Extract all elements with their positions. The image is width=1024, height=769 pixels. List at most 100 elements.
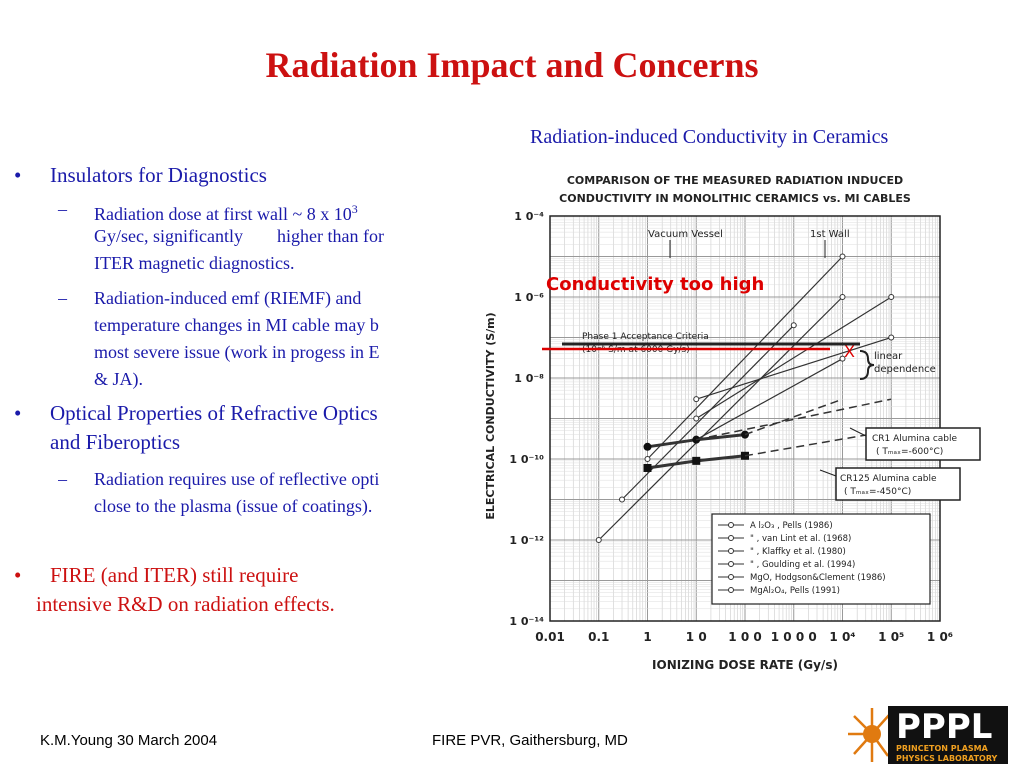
annotation-first-wall: 1st Wall [810,229,850,240]
series-point [619,496,626,503]
annotation-vacuum-vessel: Vacuum Vessel [648,229,723,240]
chart-svg: COMPARISON OF THE MEASURED RADIATION IND… [484,174,981,672]
linear-brace [859,350,875,380]
extrapolation-line [696,398,892,441]
series-point [644,456,651,462]
footer-author-date: K.M.Young 30 March 2004 [40,732,218,749]
text-line: FIRE (and ITER) still require [50,563,299,587]
x-tick-label: 1 0⁴ [829,630,855,644]
series-line [647,256,843,460]
legend-marker [728,522,734,528]
annotation-criteria-line1: Phase 1 Acceptance Criteria [582,332,709,342]
legend-entry: MgAl₂O₄, Pells (1991) [750,586,840,596]
x-axis-label: IONIZING DOSE RATE (Gy/s) [652,658,838,672]
slide-title: Radiation Impact and Concerns [265,45,759,85]
series-point [790,322,797,329]
chart-annotations: Vacuum Vessel 1st Wall Phase 1 Acceptanc… [562,229,981,501]
text-line: temperature changes in MI cable may b [94,315,379,335]
annotation-cr1-line1: CR1 Alumina cable [872,434,958,444]
text-line: Optical Properties of Refractive Optics [50,401,378,425]
chart-title-line1: COMPARISON OF THE MEASURED RADIATION IND… [567,174,903,187]
bullet-dot: • [14,563,22,587]
y-axis-label: ELECTRICAL CONDUCTIVITY (S/m) [484,312,497,519]
series-point [643,442,652,451]
series-line [598,296,843,541]
legend-marker [728,587,734,593]
logo-line1: PRINCETON PLASMA [896,744,989,753]
series-point [888,294,895,300]
dash: – [58,199,67,219]
text-line: close to the plasma (issue of coatings). [94,496,373,516]
bullet-fire: • FIRE (and ITER) still require intensiv… [14,563,464,617]
series-point [692,456,701,465]
plot-frame [549,215,941,622]
bullet-insulators: • Insulators for Diagnostics [14,163,267,188]
figure-caption: Radiation-induced Conductivity in Cerami… [530,126,889,148]
sub-bullet-riemf: – Radiation-induced emf (RIEMF) and temp… [58,285,458,393]
text-line: most severe issue (work in progess in E [94,342,380,362]
series-point [839,253,846,260]
extrapolation-line [744,398,843,436]
cr1-pointer [849,427,867,437]
text-line: Radiation-induced emf (RIEMF) and [94,288,362,308]
cr125-pointer [819,469,837,477]
x-tick-label: 1 0⁶ [927,630,953,644]
legend-marker [728,535,734,541]
legend-entry: " , van Lint et al. (1968) [750,534,851,544]
series-line [695,296,892,420]
y-tick-label: 1 0⁻⁴ [514,210,544,223]
series-point [839,294,846,300]
text-line: & JA). [94,369,143,389]
dash: – [58,288,67,308]
sub-bullet-line: Radiation dose at first wall ~ 8 x 103 [94,196,358,228]
logo-panel [888,706,1008,764]
legend-marker [728,561,734,567]
chart-legend: A l₂O₃ , Pells (1986) " , van Lint et al.… [711,513,931,605]
legend-box [711,513,931,605]
legend-marker [728,574,734,580]
pppl-starburst-icon: PPPL PRINCETON PLASMA PHYSICS LABORATORY [848,706,1008,764]
text-span: higher than for [276,226,384,246]
x-tick-label: 0.01 [535,630,565,644]
annotation-linear: linear [874,351,903,362]
x-tick-label: 1 [643,630,651,644]
series-line [696,336,892,400]
superscript: 3 [351,202,358,216]
conductivity-chart: COMPARISON OF THE MEASURED RADIATION IND… [480,166,988,686]
y-tick-label: 1 0⁻¹⁴ [509,615,544,628]
bullet-text: Insulators for Diagnostics [50,163,267,187]
cr1-label-box [865,427,981,461]
text-span: Radiation dose at first wall ~ 8 x 10 [94,204,352,224]
series-point [888,334,895,341]
series-point [595,537,602,543]
pppl-logo: PPPL PRINCETON PLASMA PHYSICS LABORATORY [842,700,1012,764]
legend-entry: " , Klaffky et al. (1980) [750,547,846,557]
annotation-dependence: dependence [874,364,936,375]
series-line [696,358,843,441]
text-line: ITER magnetic diagnostics. [94,253,295,273]
y-tick-label: 1 0⁻⁸ [514,372,544,385]
series-point [693,415,700,422]
series-point [839,355,846,362]
x-tick-label: 1 0⁵ [878,630,904,644]
sub-bullet-dose: – Radiation dose at first wall ~ 8 x 103… [58,196,458,277]
footer-venue: FIRE PVR, Gaithersburg, MD [432,732,628,749]
bullet-dot: • [14,163,22,187]
logo-main: PPPL [896,707,992,747]
text-line: Radiation requires use of reflective opt… [94,469,380,489]
annotation-cr1-line2: ( Tₘₐₓ=-600°C) [876,447,943,457]
y-tick-label: 1 0⁻¹⁰ [509,453,544,466]
annotation-cr125-line1: CR125 Alumina cable [840,474,937,484]
cr125-label-box [835,467,961,501]
text-line: intensive R&D on radiation effects. [36,592,335,616]
annotation-cr125-line2: ( Tₘₐₓ=-450°C) [844,487,911,497]
x-tick-label: 0.1 [588,630,609,644]
sub-bullet-reflective: – Radiation requires use of reflective o… [58,466,458,520]
text-line: and Fiberoptics [50,430,181,454]
bullet-optical: • Optical Properties of Refractive Optic… [14,401,464,455]
legend-entry: MgO, Hodgson&Clement (1986) [750,573,886,583]
dash: – [58,469,67,489]
series-point [643,463,652,472]
legend-entry: " , Goulding et al. (1994) [750,560,855,570]
x-tick-label: 1 0 0 0 [771,630,817,644]
